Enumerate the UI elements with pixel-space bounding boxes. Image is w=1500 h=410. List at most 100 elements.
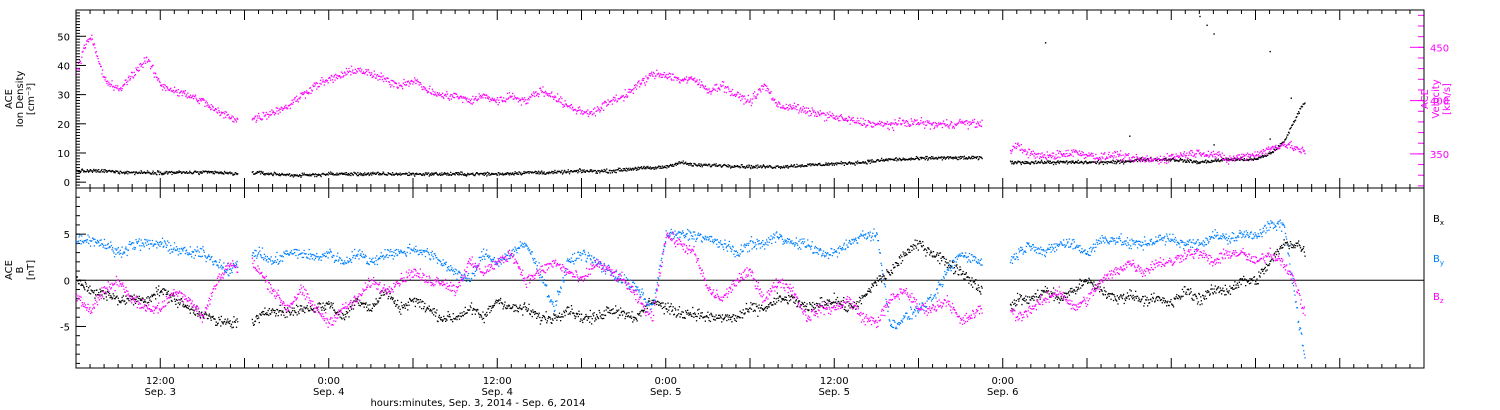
- bx-point: [745, 302, 748, 305]
- velocity-point: [525, 102, 528, 104]
- velocity-point: [387, 77, 389, 80]
- bx-point: [226, 320, 228, 322]
- velocity-point: [269, 111, 271, 113]
- ion-density-point: [1277, 145, 1280, 147]
- ion-density-point: [601, 170, 603, 172]
- ion-density-point: [1188, 160, 1190, 162]
- velocity-point: [969, 121, 971, 123]
- velocity-point: [346, 73, 348, 75]
- bx-point: [558, 312, 561, 314]
- velocity-point: [507, 98, 509, 100]
- bx-point: [429, 310, 431, 312]
- velocity-point: [1176, 155, 1178, 157]
- bx-point: [757, 315, 759, 317]
- bx-point: [649, 300, 651, 302]
- bx-point: [742, 317, 744, 319]
- velocity-point: [977, 121, 979, 123]
- velocity-point: [294, 97, 296, 99]
- velocity-point: [1028, 148, 1030, 150]
- ion-density-point: [222, 172, 224, 174]
- velocity-point: [1235, 157, 1237, 160]
- ion-density-point: [889, 158, 891, 160]
- ion-density-point: [91, 171, 94, 173]
- velocity-point: [453, 92, 455, 94]
- velocity-point: [802, 105, 804, 108]
- ion-density-point: [1072, 160, 1074, 162]
- bx-point: [623, 310, 625, 312]
- velocity-point: [335, 77, 337, 79]
- ion-density-point: [349, 174, 351, 176]
- velocity-point: [1079, 154, 1081, 156]
- ion-density-point: [629, 167, 631, 169]
- velocity-point: [135, 67, 137, 69]
- bx-point: [228, 322, 231, 325]
- velocity-point: [1040, 153, 1042, 155]
- velocity-point: [723, 91, 725, 93]
- velocity-point: [766, 87, 768, 90]
- ion-density-point: [337, 174, 339, 176]
- bx-point: [522, 314, 524, 316]
- bx-point: [645, 311, 647, 313]
- ion-density-point: [100, 169, 102, 172]
- ion-density-point: [1263, 155, 1266, 157]
- bx-point: [554, 317, 556, 319]
- velocity-point: [345, 74, 347, 76]
- velocity-point: [289, 107, 291, 110]
- ion-density-point: [1103, 161, 1105, 163]
- bx-point: [259, 313, 262, 316]
- velocity-point: [1145, 157, 1147, 159]
- bx-point: [211, 316, 214, 318]
- bx-point: [83, 287, 85, 289]
- ion-density-point: [1274, 148, 1276, 151]
- bx-point: [701, 312, 703, 314]
- ion-density-point: [391, 172, 394, 174]
- ion-density-point: [537, 170, 540, 172]
- bx-point: [594, 320, 596, 322]
- velocity-point: [881, 121, 883, 123]
- bx-point: [567, 306, 569, 308]
- ion-density-point: [869, 162, 871, 164]
- velocity-point: [91, 34, 93, 36]
- velocity-point: [521, 97, 523, 99]
- ion-density-point: [956, 156, 958, 158]
- ion-density-point: [692, 165, 694, 167]
- ion-density-point: [944, 156, 946, 159]
- velocity-point: [579, 109, 581, 111]
- bx-point: [372, 303, 374, 305]
- velocity-point: [1140, 161, 1142, 163]
- ion-density-point: [218, 172, 220, 175]
- velocity-point: [358, 68, 360, 70]
- ion-density-point: [355, 172, 357, 175]
- bx-point: [470, 302, 473, 304]
- velocity-point: [1144, 161, 1146, 163]
- velocity-point: [714, 89, 717, 91]
- ion-density-point: [173, 172, 175, 175]
- ion-density-point: [1279, 143, 1281, 145]
- bx-point: [564, 314, 566, 317]
- ion-density-point: [603, 170, 605, 173]
- velocity-point: [544, 90, 547, 93]
- bx-point: [165, 289, 167, 291]
- velocity-point: [196, 99, 198, 101]
- ion-density-point: [622, 168, 624, 170]
- bx-point: [276, 309, 279, 311]
- velocity-point: [149, 68, 152, 70]
- velocity-point: [125, 81, 128, 83]
- velocity-point: [351, 71, 353, 73]
- ion-density-point: [1125, 161, 1127, 163]
- velocity-point: [871, 126, 873, 128]
- velocity-point: [1219, 154, 1221, 156]
- velocity-point: [907, 122, 909, 124]
- velocity-point: [1030, 152, 1032, 155]
- bx-point: [681, 311, 683, 313]
- velocity-point: [1159, 159, 1161, 161]
- velocity-point: [604, 101, 607, 103]
- velocity-point: [958, 122, 960, 124]
- bx-point: [480, 314, 482, 317]
- velocity-point: [1156, 156, 1158, 158]
- ion-density-point: [751, 166, 753, 168]
- velocity-point: [1061, 154, 1063, 156]
- ion-density-point: [1192, 161, 1194, 163]
- velocity-point: [667, 73, 669, 76]
- ion-density-point: [545, 173, 547, 175]
